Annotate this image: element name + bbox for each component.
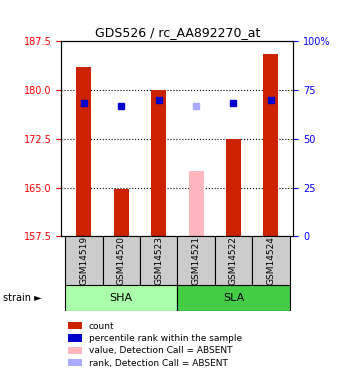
- Text: GSM14522: GSM14522: [229, 236, 238, 285]
- FancyBboxPatch shape: [177, 236, 215, 285]
- Bar: [263, 54, 278, 236]
- Text: GSM14523: GSM14523: [154, 236, 163, 285]
- Text: GSM14520: GSM14520: [117, 236, 126, 285]
- Bar: [114, 189, 129, 236]
- FancyBboxPatch shape: [65, 236, 103, 285]
- FancyBboxPatch shape: [103, 236, 140, 285]
- Bar: [189, 171, 204, 236]
- FancyBboxPatch shape: [215, 236, 252, 285]
- Text: GSM14521: GSM14521: [192, 236, 201, 285]
- FancyBboxPatch shape: [65, 285, 177, 311]
- Text: value, Detection Call = ABSENT: value, Detection Call = ABSENT: [89, 346, 232, 355]
- Bar: [151, 90, 166, 236]
- Text: count: count: [89, 322, 114, 331]
- Text: GSM14519: GSM14519: [79, 236, 88, 285]
- Text: SLA: SLA: [223, 293, 244, 303]
- FancyBboxPatch shape: [252, 236, 290, 285]
- Text: SHA: SHA: [110, 293, 133, 303]
- Text: percentile rank within the sample: percentile rank within the sample: [89, 334, 242, 343]
- FancyBboxPatch shape: [177, 285, 290, 311]
- Text: GSM14524: GSM14524: [266, 236, 275, 285]
- Title: GDS526 / rc_AA892270_at: GDS526 / rc_AA892270_at: [95, 26, 260, 39]
- Text: strain ►: strain ►: [3, 293, 42, 303]
- Bar: [76, 67, 91, 236]
- Bar: [226, 139, 241, 236]
- Text: rank, Detection Call = ABSENT: rank, Detection Call = ABSENT: [89, 359, 227, 368]
- FancyBboxPatch shape: [140, 236, 177, 285]
